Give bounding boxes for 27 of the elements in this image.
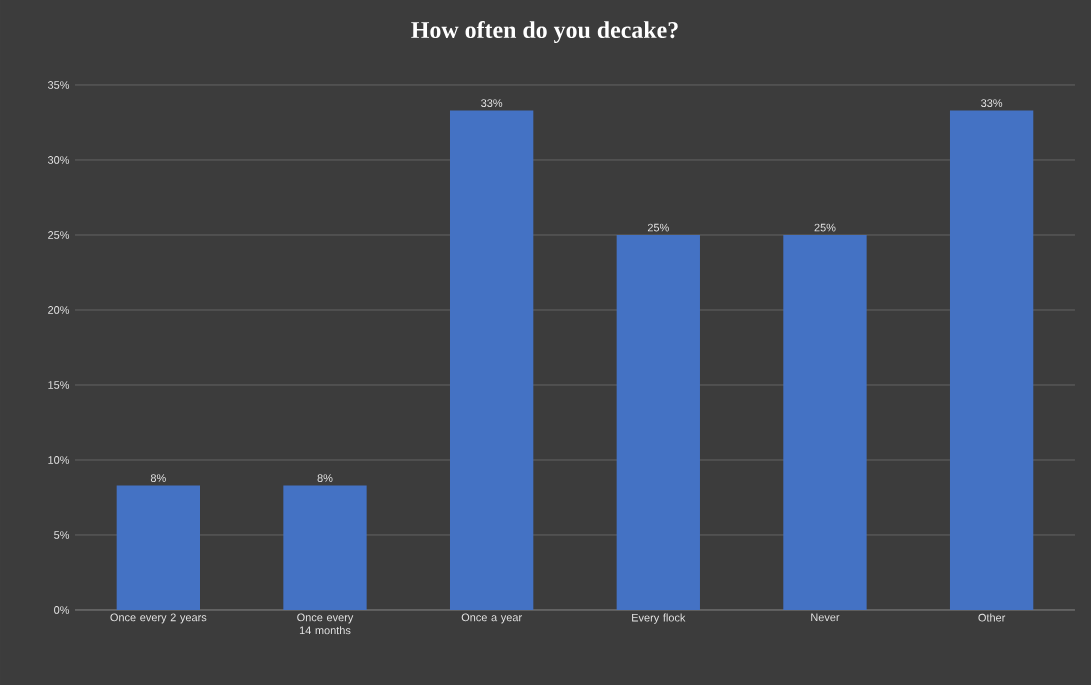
y-tick-label: 30% bbox=[47, 156, 70, 164]
x-tick-label: Once every 2 years bbox=[110, 613, 207, 624]
y-tick-label: 15% bbox=[48, 381, 70, 389]
data-label: 25% bbox=[814, 223, 836, 232]
data-label: 33% bbox=[481, 99, 503, 107]
data-label: 33% bbox=[981, 99, 1003, 107]
data-label: 25% bbox=[647, 223, 669, 232]
data-label: 8% bbox=[150, 474, 166, 482]
x-tick-label: Every flock bbox=[632, 613, 686, 624]
bar bbox=[116, 485, 200, 610]
bar bbox=[783, 234, 867, 610]
y-tick-label: 20% bbox=[48, 306, 70, 314]
chart-title: How often do you decake? bbox=[411, 21, 678, 43]
x-tick-label: Never bbox=[811, 613, 840, 622]
data-label: 8% bbox=[317, 474, 333, 482]
bar bbox=[616, 234, 700, 610]
bar bbox=[949, 110, 1034, 610]
bar bbox=[449, 110, 534, 610]
x-tick-label: Other bbox=[978, 613, 1006, 622]
y-tick-label: 0% bbox=[54, 606, 70, 614]
y-tick-label: 25% bbox=[48, 231, 70, 239]
bar bbox=[283, 485, 367, 610]
x-tick-label: Once every 14 months bbox=[297, 613, 354, 635]
x-tick-label: Once a year bbox=[461, 613, 522, 624]
y-tick-label: 35% bbox=[47, 81, 70, 89]
y-tick-label: 10% bbox=[48, 456, 70, 464]
y-tick-label: 5% bbox=[54, 531, 70, 539]
